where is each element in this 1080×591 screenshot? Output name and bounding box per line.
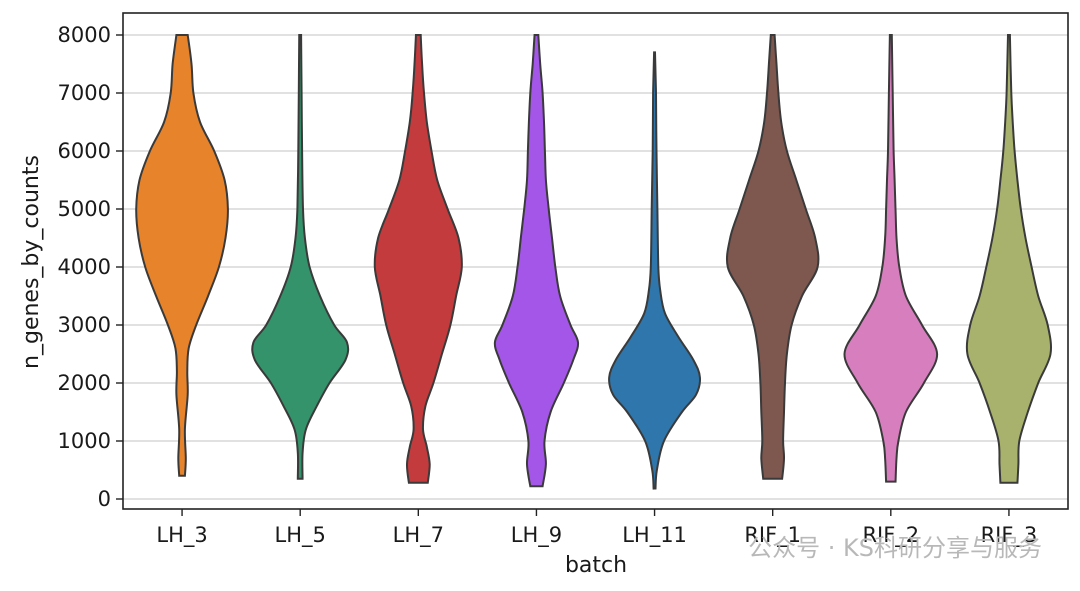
x-tick-label: LH_5 [275, 523, 326, 548]
x-tick-label: RIF_1 [744, 523, 801, 548]
violin-rif-3 [965, 34, 1053, 484]
violin-rif-2 [843, 34, 939, 483]
x-axis: LH_3 LH_5 LH_7 LH_9 LH_11 RIF_1 RIF_2 RIF_3 [156, 509, 1037, 548]
x-tick-label: LH_3 [156, 523, 207, 548]
y-tick-label: 7000 [58, 81, 111, 105]
x-axis-label: batch [565, 553, 627, 578]
violin-lh-9 [493, 34, 580, 488]
y-tick-label: 6000 [58, 139, 111, 163]
y-tick-label: 5000 [58, 197, 111, 221]
plot-frame [122, 12, 1069, 510]
violin-lh-11 [608, 51, 702, 490]
y-tick-label: 0 [98, 487, 111, 511]
x-tick-label: LH_7 [393, 523, 444, 548]
y-axis-label: n_genes_by_counts [19, 155, 44, 369]
y-tick-label: 1000 [58, 429, 111, 453]
x-tick-label: RIF_3 [981, 523, 1038, 548]
y-tick-label: 2000 [58, 371, 111, 395]
x-tick-label: RIF_2 [862, 523, 919, 548]
x-tick-label: LH_9 [511, 523, 562, 548]
violin-rif-1 [725, 34, 820, 480]
x-tick-label: LH_11 [622, 523, 687, 548]
y-tick-label: 3000 [58, 313, 111, 337]
violin-group [135, 34, 1053, 490]
y-axis: 0 1000 2000 3000 4000 5000 6000 7000 8000 [58, 23, 123, 511]
grid-lines [123, 34, 1068, 500]
y-tick-label: 8000 [58, 23, 111, 47]
violin-lh-5 [251, 34, 350, 480]
violin-lh-7 [373, 34, 463, 484]
y-tick-label: 4000 [58, 255, 111, 279]
violin-lh-3 [135, 34, 229, 477]
watermark-text: 公众号 · KS科研分享与服务 [748, 534, 1042, 562]
